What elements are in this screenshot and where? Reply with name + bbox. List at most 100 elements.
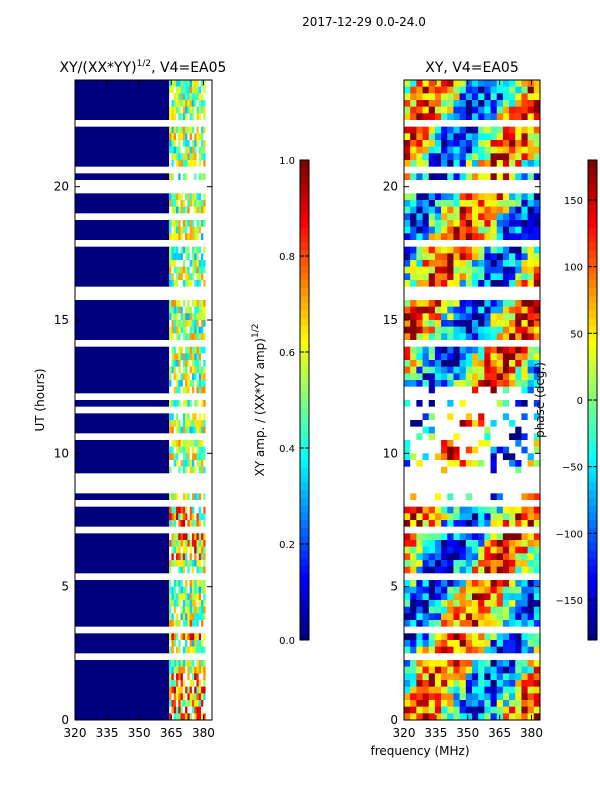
- heatmap-cell: [478, 680, 485, 687]
- heatmap-row: [75, 513, 170, 521]
- heatmap-cell: [194, 360, 197, 367]
- heatmap-cell: [198, 353, 202, 361]
- heatmap-cell: [459, 246, 467, 254]
- heatmap-cell: [502, 680, 510, 687]
- heatmap-cell: [182, 106, 186, 114]
- heatmap-cell: [422, 706, 430, 714]
- heatmap-cell: [178, 246, 181, 254]
- heatmap-cell: [496, 586, 504, 594]
- heatmap-cell: [203, 353, 206, 361]
- heatmap-cell: [515, 466, 522, 474]
- heatmap-cell: [459, 520, 467, 527]
- heatmap-cell: [182, 673, 186, 681]
- heatmap-cell: [180, 606, 184, 614]
- heatmap-cell: [527, 646, 535, 654]
- heatmap-cell: [185, 400, 188, 407]
- heatmap-cell: [187, 246, 190, 254]
- heatmap-cell: [453, 453, 460, 461]
- colorbar-segment: [588, 355, 597, 363]
- heatmap-cell: [191, 200, 195, 207]
- heatmap-cell: [478, 666, 485, 674]
- heatmap-cell: [515, 266, 522, 274]
- colorbar-segment: [588, 227, 597, 236]
- heatmap-cell: [527, 353, 535, 361]
- heatmap-cell: [453, 346, 460, 354]
- heatmap-cell: [527, 580, 535, 587]
- heatmap-cell: [203, 446, 206, 454]
- heatmap-cell: [191, 620, 195, 627]
- heatmap-cell: [185, 420, 188, 427]
- heatmap-cell: [194, 106, 197, 114]
- heatmap-cell: [169, 420, 172, 427]
- heatmap-cell: [404, 553, 411, 561]
- heatmap-cell: [490, 520, 498, 527]
- colorbar-segment: [588, 340, 597, 348]
- colorbar-segment: [300, 212, 309, 221]
- heatmap-cell: [515, 280, 522, 287]
- heatmap-cell: [169, 380, 172, 387]
- heatmap-cell: [472, 333, 479, 341]
- heatmap-cell: [447, 360, 454, 367]
- heatmap-cell: [509, 93, 516, 101]
- heatmap-cell: [201, 666, 204, 674]
- heatmap-cell: [447, 466, 454, 474]
- heatmap-cell: [502, 100, 510, 107]
- heatmap-cell: [441, 160, 448, 167]
- heatmap-cell: [416, 146, 423, 154]
- heatmap-cell: [502, 380, 510, 387]
- heatmap-cell: [173, 600, 177, 607]
- heatmap-cell: [187, 706, 190, 714]
- heatmap-cell: [441, 140, 448, 147]
- heatmap-cell: [198, 260, 202, 267]
- heatmap-row: [75, 126, 170, 134]
- heatmap-cell: [502, 386, 510, 394]
- heatmap-cell: [441, 326, 448, 334]
- heatmap-cell: [187, 380, 190, 387]
- heatmap-cell: [410, 600, 417, 607]
- heatmap-cell: [180, 333, 184, 341]
- heatmap-cell: [434, 706, 442, 714]
- heatmap-cell: [169, 606, 172, 614]
- heatmap-cell: [416, 660, 423, 667]
- heatmap-cell: [502, 426, 510, 434]
- heatmap-cell: [180, 466, 184, 474]
- heatmap-cell: [185, 326, 188, 334]
- heatmap-row: [75, 466, 170, 474]
- heatmap-cell: [201, 200, 204, 207]
- heatmap-cell: [180, 253, 184, 261]
- heatmap-cell: [509, 460, 516, 467]
- heatmap-cell: [176, 593, 179, 601]
- heatmap-cell: [194, 646, 197, 654]
- heatmap-cell: [189, 93, 193, 101]
- heatmap-cell: [441, 100, 448, 107]
- heatmap-cell: [533, 713, 541, 721]
- heatmap-cell: [196, 386, 200, 394]
- heatmap-cell: [521, 386, 528, 394]
- heatmap-cell: [196, 466, 200, 474]
- heatmap-cell: [428, 420, 436, 427]
- heatmap-cell: [453, 400, 460, 407]
- heatmap-cell: [490, 686, 498, 694]
- heatmap-cell: [459, 360, 467, 367]
- colorbar-segment: [588, 445, 597, 453]
- heatmap-cell: [182, 453, 186, 461]
- heatmap-cell: [169, 153, 172, 161]
- heatmap-cell: [533, 513, 541, 521]
- heatmap-cell: [453, 233, 460, 241]
- heatmap-cell: [459, 320, 467, 327]
- heatmap-cell: [178, 106, 181, 114]
- heatmap-cell: [447, 93, 454, 101]
- heatmap-cell: [428, 433, 436, 441]
- flagged-row: [75, 293, 212, 301]
- heatmap-cell: [478, 173, 485, 181]
- heatmap-cell: [182, 220, 186, 227]
- heatmap-cell: [509, 80, 516, 87]
- heatmap-cell: [180, 453, 184, 461]
- colorbar-segment: [588, 490, 597, 498]
- heatmap-cell: [176, 346, 179, 354]
- heatmap-cell: [441, 353, 448, 361]
- heatmap-cell: [196, 173, 200, 181]
- heatmap-cell: [410, 593, 417, 601]
- heatmap-cell: [490, 100, 498, 107]
